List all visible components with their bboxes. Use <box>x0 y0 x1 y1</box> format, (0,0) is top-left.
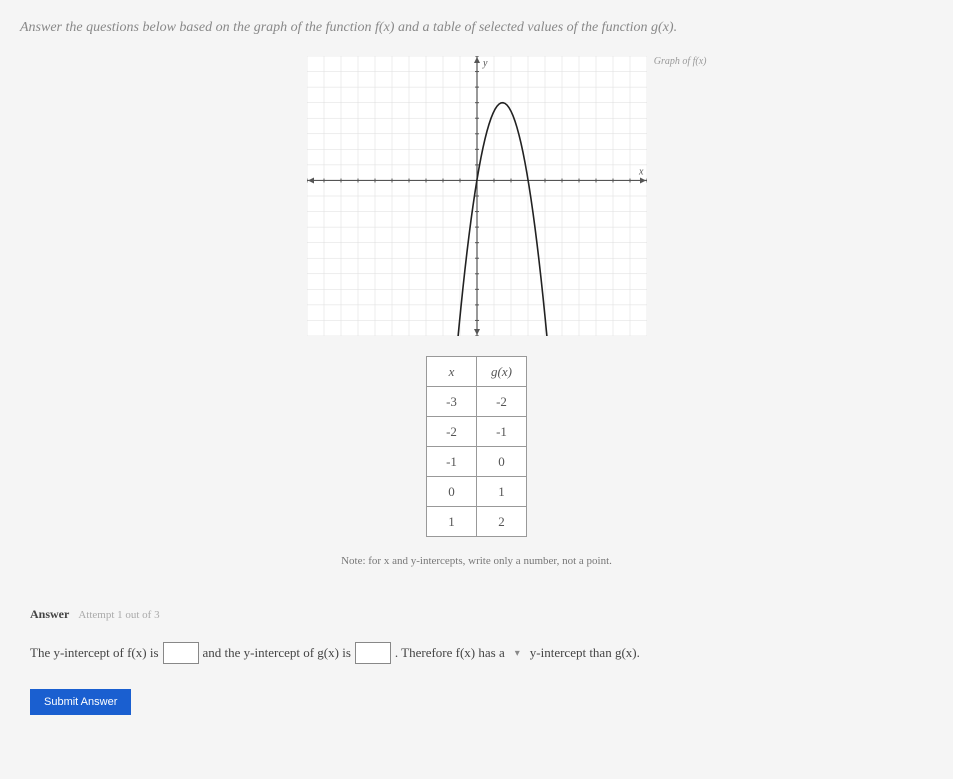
attempt-counter: Attempt 1 out of 3 <box>78 609 159 621</box>
note-text: Note: for x and y-intercepts, write only… <box>341 555 612 567</box>
value-table: xg(x)-3-2-2-1-100112 <box>426 356 527 555</box>
table-cell: 1 <box>477 477 527 507</box>
answer-sentence: The y-intercept of f(x) is and the y-int… <box>30 642 933 664</box>
comparison-dropdown[interactable]: ▾ <box>509 648 526 659</box>
table-cell: 2 <box>477 507 527 537</box>
table-row: -3-2 <box>427 387 527 417</box>
sentence-part-2: and the y-intercept of g(x) is <box>203 645 351 661</box>
graph-title: Graph of f(x) <box>654 56 707 67</box>
function-graph: xy <box>307 56 647 336</box>
table-header: g(x) <box>477 357 527 387</box>
g-intercept-input[interactable] <box>355 642 391 664</box>
sentence-part-3: . Therefore f(x) has a <box>395 645 505 661</box>
f-intercept-input[interactable] <box>163 642 199 664</box>
graph-container: Graph of f(x) xy <box>307 56 647 336</box>
table-cell: -2 <box>427 417 477 447</box>
question-prompt: Answer the questions below based on the … <box>20 20 933 36</box>
svg-text:x: x <box>638 166 644 177</box>
table-cell: 0 <box>477 447 527 477</box>
answer-section: Answer Attempt 1 out of 3 The y-intercep… <box>20 607 933 715</box>
table-cell: -3 <box>427 387 477 417</box>
table-row: 01 <box>427 477 527 507</box>
table-row: -2-1 <box>427 417 527 447</box>
table-row: -10 <box>427 447 527 477</box>
table-cell: 1 <box>427 507 477 537</box>
content-area: Graph of f(x) xy xg(x)-3-2-2-1-100112 No… <box>20 56 933 607</box>
answer-heading: Answer Attempt 1 out of 3 <box>30 607 933 622</box>
sentence-part-4: y-intercept than g(x). <box>530 645 640 661</box>
table-cell: -1 <box>427 447 477 477</box>
table-cell: -2 <box>477 387 527 417</box>
svg-text:y: y <box>482 58 488 69</box>
table-header: x <box>427 357 477 387</box>
sentence-part-1: The y-intercept of f(x) is <box>30 645 159 661</box>
table-cell: 0 <box>427 477 477 507</box>
table-row: 12 <box>427 507 527 537</box>
answer-label-text: Answer <box>30 607 69 621</box>
table-cell: -1 <box>477 417 527 447</box>
submit-button[interactable]: Submit Answer <box>30 689 131 715</box>
